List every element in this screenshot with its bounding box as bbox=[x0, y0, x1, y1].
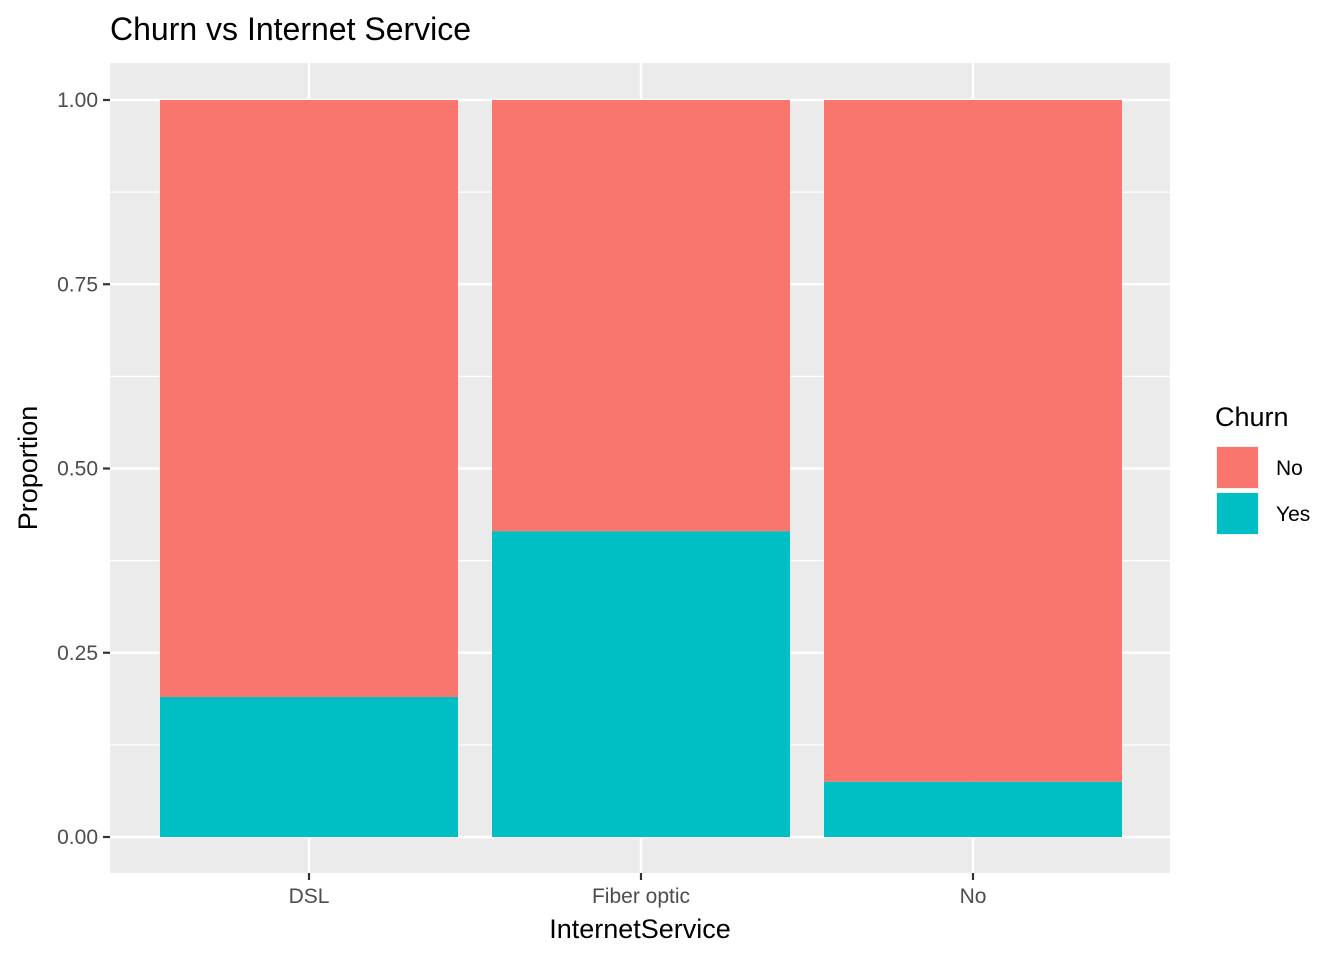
bar-dsl-no bbox=[160, 100, 458, 697]
y-tick-label: 0.25 bbox=[57, 642, 98, 665]
bar-fiber-optic-yes bbox=[492, 531, 790, 837]
y-tick-label: 1.00 bbox=[57, 89, 98, 112]
legend-label-yes: Yes bbox=[1276, 503, 1310, 526]
y-axis: 0.00 0.25 0.50 0.75 1.00 bbox=[57, 89, 110, 849]
legend-key-yes bbox=[1217, 493, 1258, 534]
x-tick-label: No bbox=[960, 885, 987, 908]
x-tick-label: DSL bbox=[289, 885, 330, 908]
bar-fiber-optic-no bbox=[492, 100, 790, 532]
x-tick-label: Fiber optic bbox=[592, 885, 690, 908]
legend-key-no bbox=[1217, 447, 1258, 488]
chart-title: Churn vs Internet Service bbox=[110, 11, 471, 47]
y-tick-label: 0.00 bbox=[57, 826, 98, 849]
bar-dsl-yes bbox=[160, 696, 458, 837]
legend-label-no: No bbox=[1276, 457, 1303, 480]
bar-no-no bbox=[824, 100, 1122, 782]
y-tick-label: 0.50 bbox=[57, 458, 98, 481]
y-tick-label: 0.75 bbox=[57, 273, 98, 296]
legend: Churn No Yes bbox=[1215, 402, 1310, 535]
bar-no-yes bbox=[824, 781, 1122, 837]
x-axis: DSL Fiber optic No bbox=[289, 873, 987, 908]
x-axis-title: InternetService bbox=[549, 914, 731, 944]
bar-group bbox=[160, 100, 1122, 837]
legend-title: Churn bbox=[1215, 402, 1289, 432]
y-axis-title: Proportion bbox=[13, 406, 43, 531]
